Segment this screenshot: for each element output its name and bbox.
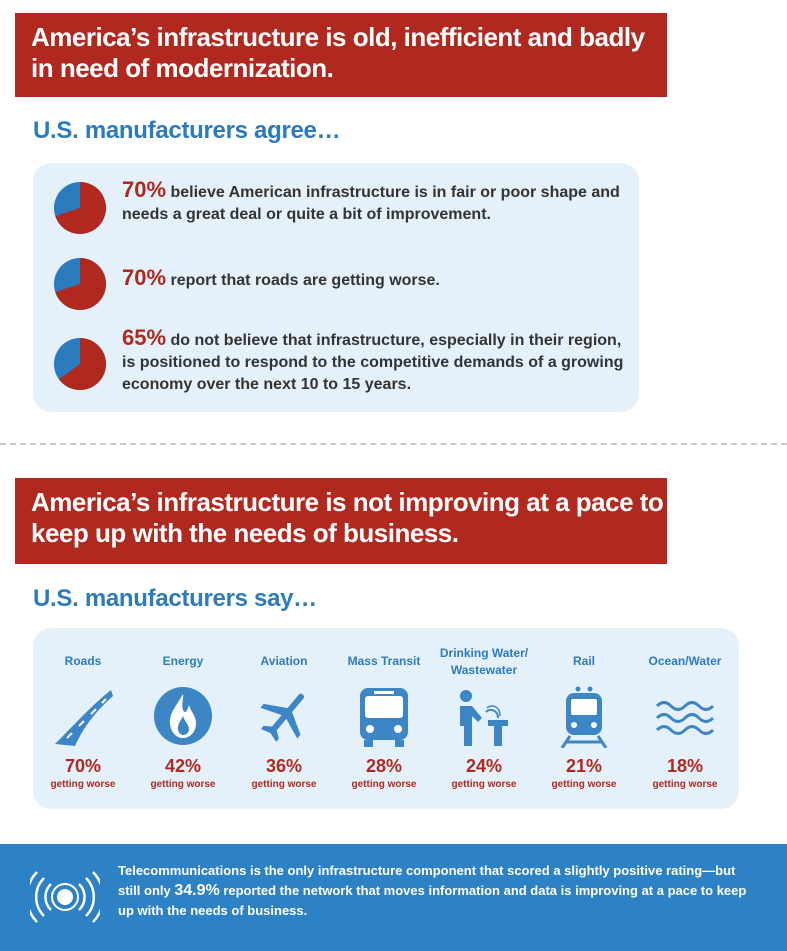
pie-chart-icon	[54, 258, 106, 310]
categories-panel: Roads 70% getting worse Energy 42% getti…	[33, 628, 739, 809]
category-percent: 42%	[164, 756, 202, 776]
category-percent: 70%	[64, 756, 102, 776]
category-label: Aviation	[260, 654, 308, 668]
footer-text-before: Telecommunications is the only infrastru…	[118, 863, 736, 898]
stat-description: report that roads are getting worse.	[166, 272, 440, 289]
category-sublabel: getting worse	[150, 779, 216, 790]
category-sublabel: getting worse	[652, 779, 718, 790]
section1-banner: America’s infrastructure is old, ineffic…	[15, 13, 667, 97]
stat-description: do not believe that infrastructure, espe…	[122, 332, 624, 393]
train-icon	[560, 686, 608, 748]
category-percent: 28%	[365, 756, 403, 776]
section2-subheading: U.S. manufacturers say…	[33, 585, 317, 612]
category-percent: 36%	[265, 756, 303, 776]
pie-chart-icon	[54, 182, 106, 234]
pie-value-slice	[55, 182, 106, 234]
category-sublabel: getting worse	[451, 779, 517, 790]
section-divider	[0, 443, 787, 445]
section1-title-line1: America’s infrastructure is old, ineffic…	[31, 22, 645, 52]
category-percent: 18%	[666, 756, 704, 776]
flame-icon	[154, 687, 212, 745]
category-label: Energy	[162, 654, 204, 668]
section1-subheading: U.S. manufacturers agree…	[33, 117, 341, 144]
signal-broadcast-icon	[30, 871, 100, 923]
stat-percent: 70%	[122, 177, 167, 202]
section2-title-line1: America’s infrastructure is not improvin…	[31, 487, 664, 517]
stats-panel: 70% believe American infrastructure is i…	[33, 163, 639, 412]
category-percent: 24%	[465, 756, 503, 776]
road-icon	[55, 690, 113, 746]
stat-text: 65% do not believe that infrastructure, …	[122, 327, 632, 396]
pie-value-slice	[58, 338, 106, 390]
section1-title-line2: in need of modernization.	[31, 53, 334, 83]
footer-highlight: 34.9%	[174, 882, 220, 899]
category-percent: 21%	[565, 756, 603, 776]
pie-chart-icon	[54, 338, 106, 390]
stat-text: 70% believe American infrastructure is i…	[122, 179, 632, 226]
stat-text: 70% report that roads are getting worse.	[122, 267, 632, 292]
category-sublabel: getting worse	[50, 779, 116, 790]
section2-title-line2: keep up with the needs of business.	[31, 518, 459, 548]
section2-banner: America’s infrastructure is not improvin…	[15, 478, 667, 564]
category-label: Drinking Water/ Wastewater	[439, 646, 529, 677]
pie-value-slice	[55, 258, 106, 310]
category-label: Roads	[64, 654, 102, 668]
category-sublabel: getting worse	[351, 779, 417, 790]
waves-icon	[655, 701, 715, 735]
category-label: Rail	[572, 654, 595, 668]
stat-percent: 70%	[122, 265, 167, 290]
stat-description: believe American infrastructure is in fa…	[122, 184, 620, 223]
telecom-footer: Telecommunications is the only infrastru…	[0, 844, 787, 951]
stat-percent: 65%	[122, 325, 167, 350]
bus-icon	[360, 688, 408, 747]
category-label: Ocean/Water	[648, 654, 722, 668]
airplane-icon	[260, 693, 305, 742]
category-sublabel: getting worse	[251, 779, 317, 790]
water-fountain-icon	[460, 690, 508, 746]
footer-text: Telecommunications is the only infrastru…	[118, 861, 758, 921]
category-label: Mass Transit	[347, 654, 421, 668]
category-sublabel: getting worse	[551, 779, 617, 790]
footer-text-after: reported the network that moves informat…	[118, 883, 747, 918]
